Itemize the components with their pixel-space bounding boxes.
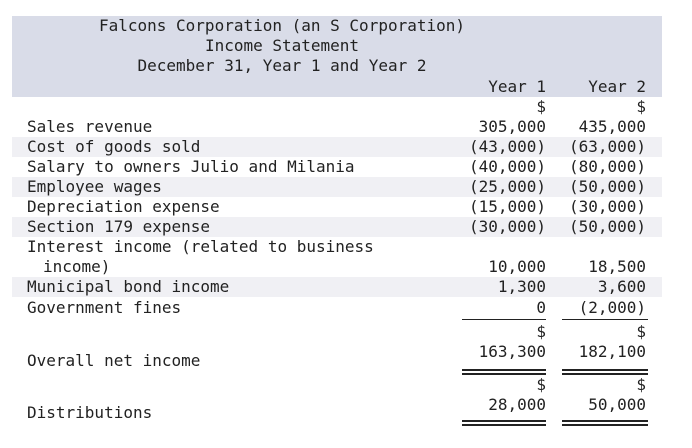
table-row: Cost of goods sold (43,000) (63,000) bbox=[0, 137, 692, 157]
title-statement: Income Statement bbox=[204, 36, 360, 55]
row-label: Depreciation expense bbox=[27, 197, 220, 216]
title-date: December 31, Year 1 and Year 2 bbox=[137, 56, 427, 75]
table-row: Sales revenue 305,000 435,000 bbox=[0, 117, 692, 137]
column-header-year2: Year 2 bbox=[588, 77, 646, 96]
table-row: Government fines 0 (2,000) bbox=[0, 298, 692, 318]
table-row: Section 179 expense (30,000) (50,000) bbox=[0, 217, 692, 237]
column-header-year1: Year 1 bbox=[488, 77, 546, 96]
row-stripe bbox=[12, 177, 662, 197]
net-income-label: Overall net income bbox=[27, 351, 201, 370]
double-rule-top bbox=[562, 369, 648, 371]
row-value-year1: 10,000 bbox=[488, 257, 546, 276]
table-row: income) 10,000 18,500 bbox=[0, 257, 692, 277]
currency-sign: $ bbox=[536, 322, 546, 341]
row-stripe bbox=[12, 217, 662, 237]
net-income-values: 163,300 182,100 bbox=[0, 342, 692, 362]
table-row: Depreciation expense (15,000) (30,000) bbox=[0, 197, 692, 217]
row-value-year2: (50,000) bbox=[568, 217, 646, 236]
row-value-year2: (50,000) bbox=[568, 177, 646, 196]
currency-sign: $ bbox=[536, 97, 546, 116]
title-company: Falcons Corporation (an S Corporation) bbox=[98, 16, 466, 35]
table-row: Interest income (related to business bbox=[0, 237, 692, 257]
row-value-year2: 435,000 bbox=[578, 117, 646, 136]
row-label: Salary to owners Julio and Milania bbox=[27, 157, 355, 176]
table-row: Salary to owners Julio and Milania (40,0… bbox=[0, 157, 692, 177]
row-label-continued: income) bbox=[43, 257, 111, 276]
currency-sign: $ bbox=[536, 375, 546, 394]
net-income-row: Overall net income bbox=[0, 351, 692, 371]
currency-row: $ $ bbox=[0, 322, 692, 342]
subtotal-rule bbox=[562, 319, 648, 320]
double-rule-bottom bbox=[462, 373, 546, 375]
statement-title: Falcons Corporation (an S Corporation) I… bbox=[12, 16, 552, 76]
distributions-year2: 50,000 bbox=[588, 395, 646, 414]
currency-sign: $ bbox=[636, 375, 646, 394]
row-value-year2: (30,000) bbox=[568, 197, 646, 216]
net-income-year2: 182,100 bbox=[578, 342, 646, 361]
distributions-label: Distributions bbox=[27, 403, 153, 422]
row-value-year1: 1,300 bbox=[497, 277, 546, 296]
double-rule-top bbox=[462, 369, 546, 371]
distributions-values: 28,000 50,000 bbox=[0, 395, 692, 415]
currency-sign: $ bbox=[636, 322, 646, 341]
distributions-row: Distributions bbox=[0, 403, 692, 423]
currency-sign: $ bbox=[636, 97, 646, 116]
row-value-year2: 18,500 bbox=[588, 257, 646, 276]
row-label: Employee wages bbox=[27, 177, 162, 196]
row-label: Government fines bbox=[27, 298, 182, 317]
double-rule-top bbox=[562, 420, 648, 422]
row-value-year1: (25,000) bbox=[468, 177, 546, 196]
row-value-year2: (2,000) bbox=[578, 298, 646, 317]
row-value-year1: (40,000) bbox=[468, 157, 546, 176]
table-row: Municipal bond income 1,300 3,600 bbox=[0, 277, 692, 297]
row-value-year1: (30,000) bbox=[468, 217, 546, 236]
row-value-year1: (43,000) bbox=[468, 137, 546, 156]
double-rule-bottom bbox=[462, 424, 546, 426]
row-label: Interest income (related to business bbox=[27, 237, 374, 256]
row-label: Section 179 expense bbox=[27, 217, 211, 236]
row-value-year1: (15,000) bbox=[468, 197, 546, 216]
subtotal-rule bbox=[462, 319, 546, 320]
row-value-year2: (80,000) bbox=[568, 157, 646, 176]
row-stripe bbox=[12, 277, 662, 297]
row-value-year2: 3,600 bbox=[597, 277, 646, 296]
currency-row: $ $ bbox=[0, 97, 692, 117]
double-rule-top bbox=[462, 420, 546, 422]
row-value-year2: (63,000) bbox=[568, 137, 646, 156]
row-stripe bbox=[12, 137, 662, 157]
row-value-year1: 0 bbox=[536, 298, 546, 317]
row-label: Cost of goods sold bbox=[27, 137, 201, 156]
net-income-year1: 163,300 bbox=[478, 342, 546, 361]
distributions-year1: 28,000 bbox=[488, 395, 546, 414]
row-value-year1: 305,000 bbox=[478, 117, 546, 136]
double-rule-bottom bbox=[562, 373, 648, 375]
header-band bbox=[12, 16, 662, 97]
row-label: Municipal bond income bbox=[27, 277, 230, 296]
currency-row: $ $ bbox=[0, 375, 692, 395]
double-rule-bottom bbox=[562, 424, 648, 426]
table-row: Employee wages (25,000) (50,000) bbox=[0, 177, 692, 197]
row-label: Sales revenue bbox=[27, 117, 153, 136]
